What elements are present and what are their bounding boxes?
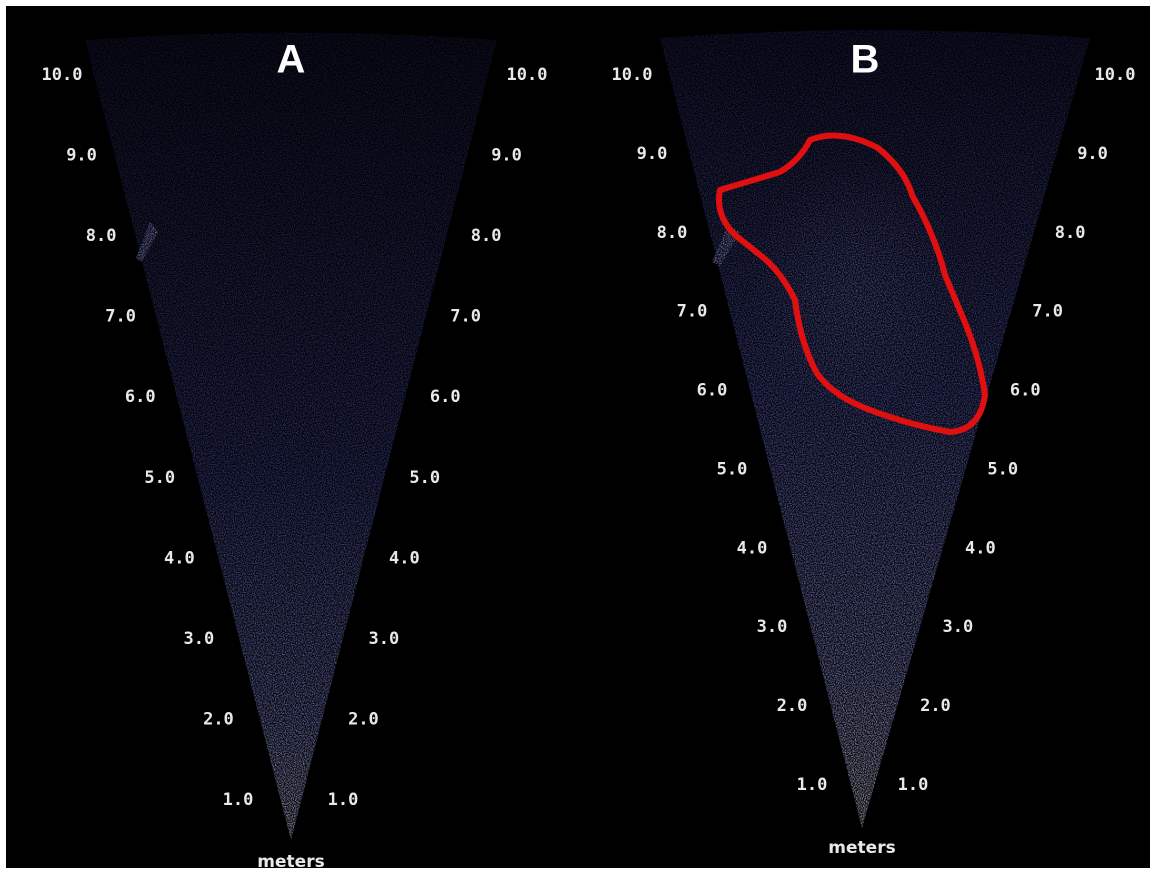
range-label-left: 7.0 <box>105 307 136 327</box>
range-label-left: 9.0 <box>66 146 97 166</box>
highlight-outline <box>716 132 988 435</box>
range-label-right: 5.0 <box>409 468 440 488</box>
range-label-right: 9.0 <box>1077 144 1108 164</box>
range-label-left: 3.0 <box>184 629 215 649</box>
range-label-right: 10.0 <box>507 65 548 85</box>
range-label-right: 1.0 <box>898 775 929 795</box>
range-label-left: 7.0 <box>677 302 708 322</box>
range-label-right: 2.0 <box>920 696 951 716</box>
panel-title: B <box>851 38 880 82</box>
unit-label: meters <box>257 852 324 872</box>
range-label-left: 2.0 <box>777 696 808 716</box>
range-label-left: 5.0 <box>717 459 748 479</box>
range-label-left: 8.0 <box>86 226 117 246</box>
unit-label: meters <box>828 838 895 858</box>
range-label-right: 8.0 <box>1055 223 1086 243</box>
range-label-right: 10.0 <box>1095 65 1136 85</box>
cone-b <box>660 30 1090 828</box>
range-label-left: 3.0 <box>757 617 788 637</box>
range-label-left: 6.0 <box>125 387 156 407</box>
range-label-right: 9.0 <box>491 146 522 166</box>
range-label-left: 1.0 <box>797 775 828 795</box>
range-label-left: 8.0 <box>657 223 688 243</box>
range-label-left: 2.0 <box>203 709 234 729</box>
range-label-right: 7.0 <box>450 307 481 327</box>
range-label-left: 4.0 <box>164 548 195 568</box>
range-label-right: 1.0 <box>328 790 359 810</box>
range-label-right: 8.0 <box>471 226 502 246</box>
range-label-left: 10.0 <box>612 65 653 85</box>
range-label-right: 5.0 <box>987 459 1018 479</box>
range-label-right: 4.0 <box>389 548 420 568</box>
range-label-left: 1.0 <box>223 790 254 810</box>
range-label-left: 5.0 <box>144 468 175 488</box>
range-label-left: 6.0 <box>697 381 728 401</box>
range-label-right: 7.0 <box>1032 302 1063 322</box>
range-label-right: 3.0 <box>369 629 400 649</box>
range-label-right: 4.0 <box>965 538 996 558</box>
cone-a <box>85 32 497 840</box>
range-label-right: 3.0 <box>943 617 974 637</box>
range-label-right: 2.0 <box>348 709 379 729</box>
panel-title: A <box>277 38 306 82</box>
range-label-right: 6.0 <box>1010 381 1041 401</box>
range-label-left: 9.0 <box>637 144 668 164</box>
range-label-left: 10.0 <box>42 65 83 85</box>
range-label-right: 6.0 <box>430 387 461 407</box>
range-label-left: 4.0 <box>737 538 768 558</box>
